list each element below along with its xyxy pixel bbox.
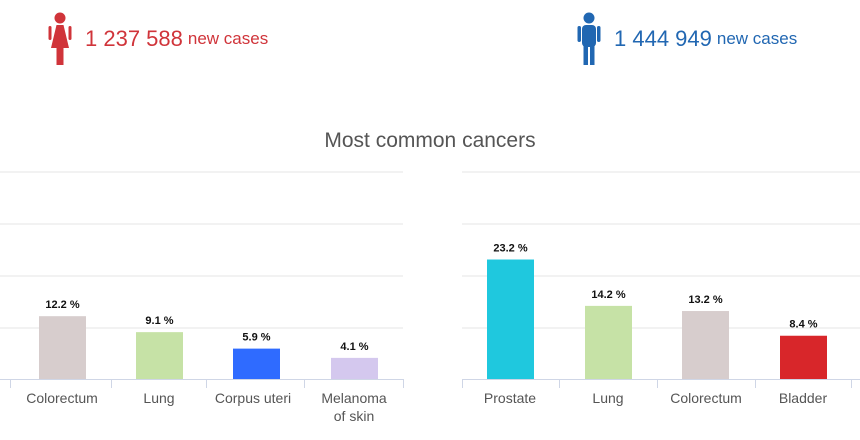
category-label: Colorectum <box>26 390 98 406</box>
data-label: 13.2 % <box>688 294 722 306</box>
male-stat: 1 444 949 new cases <box>577 12 797 66</box>
bar-male-2 <box>585 305 632 379</box>
category-label: Lung <box>143 390 174 406</box>
data-label: 8.4 % <box>789 319 817 331</box>
bar-female-2 <box>136 332 183 379</box>
data-label: 9.1 % <box>145 315 173 327</box>
bar-male-1 <box>487 259 534 379</box>
category-label: Bladder <box>779 390 828 406</box>
bar-female-3 <box>233 348 280 379</box>
female-stat: 1 237 588 new cases <box>48 12 268 66</box>
category-label: Colorectum <box>670 390 742 406</box>
data-label: 5.9 % <box>242 332 270 344</box>
data-label: 14.2 % <box>591 289 625 301</box>
chart-title: Most common cancers <box>324 129 536 152</box>
category-label: Prostate <box>484 390 536 406</box>
data-label: 23.2 % <box>493 243 527 255</box>
female-case-suffix: new cases <box>187 29 269 48</box>
male-case-count: 1 444 949 <box>614 26 712 51</box>
bar-female-4 <box>331 357 378 379</box>
female-case-count: 1 237 588 <box>85 26 183 51</box>
bar-female-1 <box>39 316 86 379</box>
category-label: of skin <box>334 408 374 424</box>
female-figure-icon <box>48 12 72 65</box>
category-label: Corpus uteri <box>215 390 291 406</box>
bar-male-3 <box>682 311 729 379</box>
data-label: 4.1 % <box>340 341 368 353</box>
bar-male-4 <box>780 335 827 379</box>
male-figure-icon <box>577 12 601 65</box>
data-label: 12.2 % <box>45 299 79 311</box>
male-case-suffix: new cases <box>716 29 798 48</box>
category-label: Lung <box>592 390 623 406</box>
category-label: Melanoma <box>321 390 387 406</box>
